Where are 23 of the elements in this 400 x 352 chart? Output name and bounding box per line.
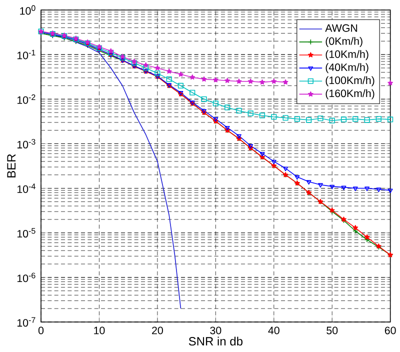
x-tick-label: 30 — [210, 326, 222, 334]
x-axis-title: SNR in db — [188, 336, 242, 346]
y-tick-label: 10$^{0}$ — [20, 5, 36, 15]
y-tick-label: 10$^{-2}$ — [17, 94, 36, 104]
y-tick-label: 10$^{-4}$ — [17, 184, 36, 193]
x-tick-label: 60 — [384, 326, 396, 334]
legend-label: (0Km/h) — [326, 37, 362, 48]
y-tick-label: 10$^{-1}$ — [17, 50, 36, 60]
x-tick-label: 40 — [268, 326, 280, 334]
legend-label: (40Km/h) — [326, 63, 368, 74]
x-tick-label: 10 — [94, 326, 105, 334]
y-tick-label: 10$^{-5}$ — [17, 228, 36, 238]
y-axis-title: BER — [7, 154, 16, 178]
y-tick-label: 10$^{-7}$ — [17, 317, 36, 327]
y-tick-label: 10$^{-6}$ — [17, 272, 36, 282]
x-tick-label: 0 — [38, 326, 44, 334]
legend-label: AWGN — [325, 24, 358, 32]
legend-label: (100Km/h) — [326, 76, 374, 86]
x-tick-label: 50 — [326, 326, 338, 334]
legend-label: (10Km/h) — [326, 50, 368, 60]
y-tick-label: 10$^{-3}$ — [17, 138, 36, 148]
legend-label: (160Km/h) — [326, 89, 374, 100]
x-tick-label: 20 — [152, 326, 163, 334]
